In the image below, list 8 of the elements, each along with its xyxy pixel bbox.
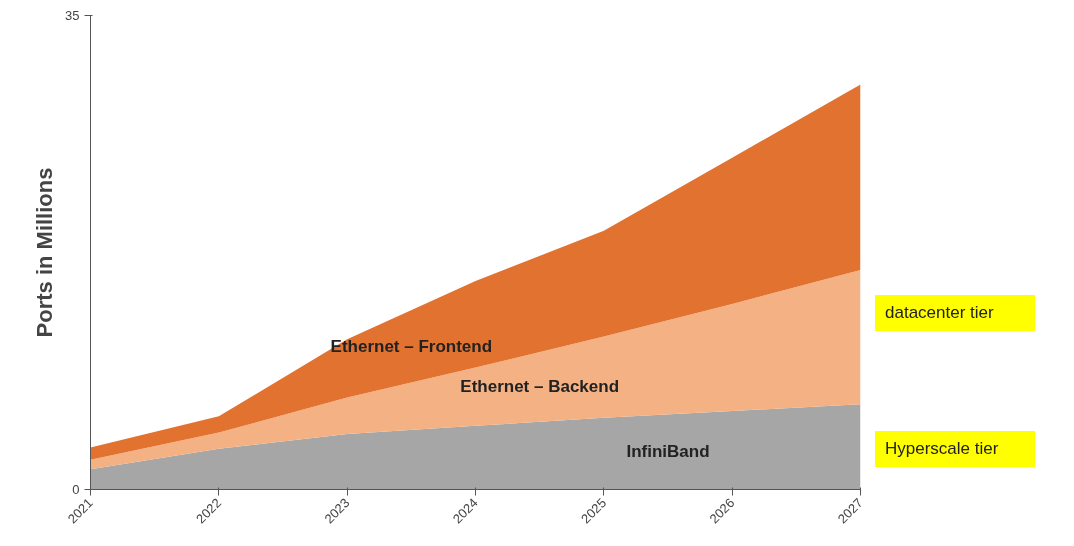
series-label: Ethernet – Backend: [460, 377, 620, 397]
text: Hyperscale tier: [885, 438, 999, 460]
text: datacenter tier: [885, 302, 994, 324]
series-label: Ethernet – Frontend: [330, 336, 493, 356]
y-axis-title: Ports in Millions: [32, 167, 58, 338]
y-tick-label: 0: [72, 482, 80, 497]
series-label: InfiniBand: [626, 442, 710, 462]
y-tick-label: 35: [65, 8, 80, 23]
